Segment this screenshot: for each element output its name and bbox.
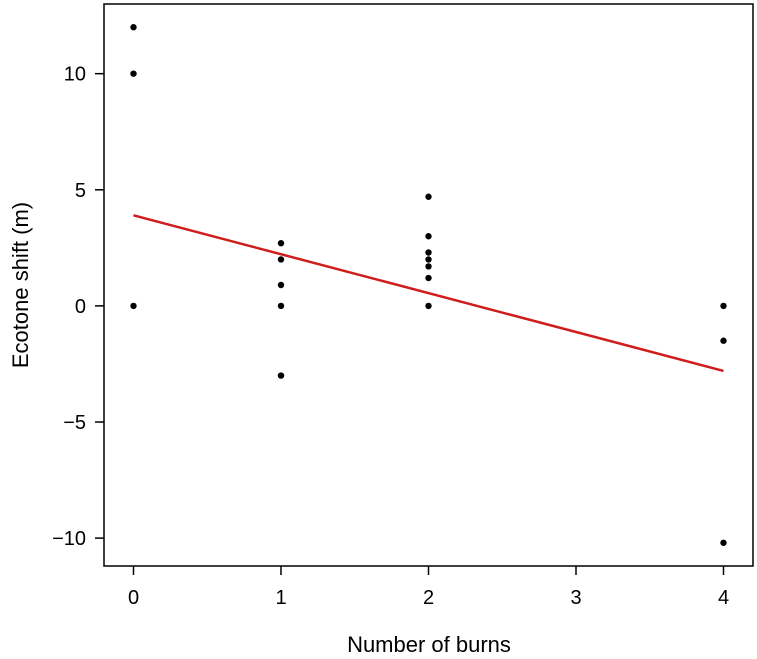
data-point — [720, 337, 727, 344]
data-point — [720, 302, 727, 310]
data-point — [130, 70, 137, 77]
data-point — [425, 256, 432, 263]
y-tick-label: −10 — [52, 528, 86, 550]
data-point — [425, 263, 432, 270]
data-point — [277, 239, 285, 247]
data-point — [277, 302, 285, 310]
data-point — [425, 193, 432, 200]
data-points — [130, 24, 727, 546]
y-tick-label: 5 — [75, 180, 86, 202]
data-point — [277, 281, 285, 289]
x-tick-label: 1 — [275, 587, 286, 609]
data-point — [425, 274, 432, 282]
x-tick-label: 3 — [570, 587, 581, 609]
x-tick-label: 4 — [718, 587, 729, 609]
y-tick-label: −5 — [63, 412, 86, 434]
data-point — [130, 302, 137, 310]
trend-line-group — [133, 214, 724, 373]
data-point — [720, 539, 727, 546]
x-tick-label: 2 — [423, 587, 434, 609]
y-axis-label: Ecotone shift (m) — [8, 202, 33, 368]
x-axis: 0 1 2 3 4 — [128, 566, 729, 609]
y-tick-label: 0 — [75, 296, 86, 318]
trend-line — [133, 214, 724, 373]
y-axis: −10 −5 0 5 10 — [52, 64, 104, 550]
data-point — [425, 249, 432, 256]
data-point — [425, 302, 432, 310]
data-point — [277, 372, 285, 379]
data-point — [130, 24, 137, 31]
y-tick-label: 10 — [64, 64, 86, 86]
x-axis-label: Number of burns — [347, 632, 511, 657]
data-point — [425, 233, 432, 240]
x-tick-label: 0 — [128, 587, 139, 609]
data-point — [277, 256, 285, 263]
plot-frame — [103, 3, 754, 567]
